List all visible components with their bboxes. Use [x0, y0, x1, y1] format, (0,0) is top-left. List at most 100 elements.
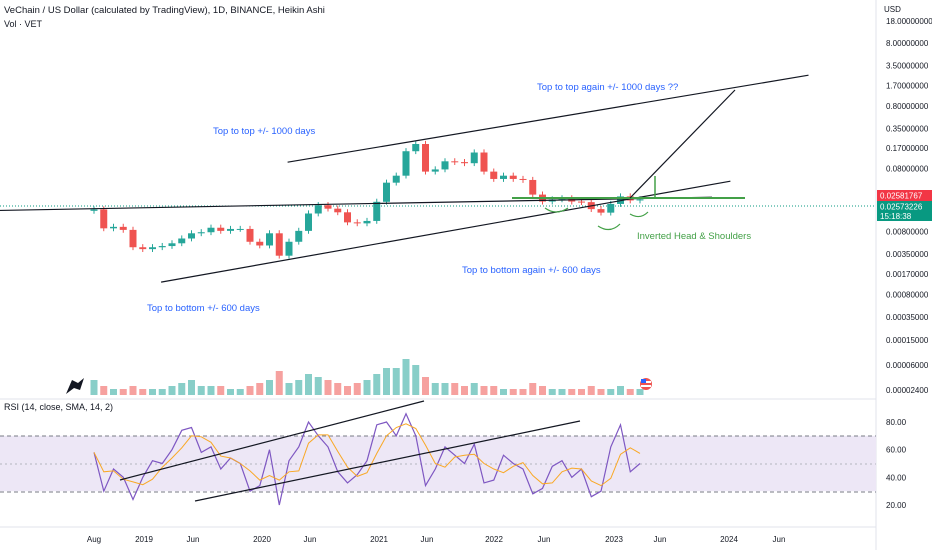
price-tick-label: 0.80000000: [886, 102, 929, 111]
volume-bar: [285, 383, 293, 395]
volume-bar: [587, 386, 595, 395]
candle-body: [217, 227, 225, 231]
price-tick-label: 0.00002400: [886, 386, 929, 395]
rsi-sma-line: [93, 423, 641, 487]
price-tick-label: 3.50000000: [886, 62, 929, 71]
candle-body: [314, 205, 322, 214]
volume-bar: [334, 383, 342, 395]
candle-body: [227, 228, 234, 231]
candle-body: [636, 199, 644, 201]
price-tick-label: 0.17000000: [886, 144, 929, 153]
volume-bar: [168, 386, 176, 395]
candle-body: [236, 228, 244, 230]
candle-body: [334, 208, 342, 213]
volume-bar: [90, 380, 98, 395]
volume-bar: [227, 389, 234, 395]
candle-body: [519, 178, 527, 180]
rsi-tick-label: 40.00: [886, 473, 907, 482]
volume-bar: [100, 386, 108, 395]
candle-body: [90, 209, 98, 211]
time-axis-ticks: Aug 2019 Jun 2020 Jun 2021 Jun 2022 Jun 2023 Jun 20…: [87, 535, 786, 544]
volume-bar: [441, 383, 449, 395]
volume-bar: [392, 368, 400, 395]
rsi-channel-lower: [194, 420, 581, 502]
volume-bar: [197, 386, 205, 395]
price-tick-label: 8.00000000: [886, 39, 929, 48]
annotation-top-to-top-again: Top to top again +/- 1000 days ??: [537, 82, 678, 93]
volume-bar: [626, 389, 634, 395]
price-tick-label: 0.00035000: [886, 313, 929, 322]
volume-bar: [461, 386, 468, 395]
price-tick-label: 0.00350000: [886, 250, 929, 259]
volume-bar: [305, 374, 312, 395]
candle-body: [149, 247, 156, 250]
time-tick-label: Aug: [87, 535, 101, 544]
volume-label: Vol · VET: [4, 19, 43, 29]
candle-body: [607, 203, 615, 213]
candle-body: [529, 179, 537, 195]
candle-body: [110, 226, 117, 229]
volume-bar: [266, 380, 273, 395]
rsi-label: RSI (14, close, SMA, 14, 2): [4, 402, 113, 412]
volume-bar: [509, 389, 517, 395]
candle-body: [353, 222, 361, 224]
rsi-tick-label: 60.00: [886, 446, 907, 455]
time-tick-label: Jun: [773, 535, 786, 544]
candle-body: [168, 243, 176, 247]
rsi-tick-label: 20.00: [886, 501, 907, 510]
volume-bar: [500, 389, 507, 395]
volume-bar: [324, 380, 332, 395]
time-tick-label: 2021: [370, 535, 388, 544]
price-tick-label: 0.08000000: [886, 165, 929, 174]
trendline: [287, 74, 809, 163]
candle-body: [275, 233, 283, 256]
price-tick-label: 0.00015000: [886, 336, 929, 345]
volume-bar: [207, 386, 215, 395]
volume-bar: [529, 383, 537, 395]
annotation-inverted-hs: Inverted Head & Shoulders: [637, 231, 751, 242]
right-shoulder-arc: [629, 211, 649, 218]
volume-bar: [178, 383, 186, 395]
left-shoulder-arc: [544, 207, 569, 213]
volume-bars: [90, 359, 644, 395]
volume-bar: [597, 389, 605, 395]
tradingview-logo-icon: [66, 378, 84, 394]
candle-body: [431, 169, 439, 172]
annotation-top-to-top: Top to top +/- 1000 days: [213, 126, 315, 137]
current-price-value: 0.02581767: [880, 192, 923, 201]
candle-body: [470, 152, 478, 164]
volume-bar: [246, 386, 254, 395]
price-tick-label: 0.00080000: [886, 290, 929, 299]
volume-bar: [373, 374, 381, 395]
candle-body: [100, 209, 108, 229]
time-tick-label: Jun: [187, 535, 200, 544]
candle-body: [451, 161, 459, 163]
volume-bar: [578, 389, 585, 395]
annotation-top-to-bottom: Top to bottom +/- 600 days: [147, 303, 260, 314]
candle-body: [392, 175, 400, 183]
candle-body: [266, 233, 273, 246]
candle-body: [256, 241, 264, 246]
price-tick-label: 1.70000000: [886, 81, 929, 90]
candle-body: [344, 212, 351, 223]
volume-bar: [217, 386, 225, 395]
volume-bar: [236, 389, 244, 395]
candle-body: [158, 246, 166, 248]
rsi-tick-label: 80.00: [886, 418, 907, 427]
head-arc: [597, 223, 621, 231]
candle-body: [412, 144, 420, 152]
volume-bar: [422, 377, 429, 395]
time-tick-label: 2019: [135, 535, 153, 544]
current-price-badge: [877, 190, 932, 201]
candle-body: [178, 238, 186, 244]
volume-bar: [558, 389, 566, 395]
volume-bar: [617, 386, 624, 395]
time-tick-label: 2023: [605, 535, 623, 544]
time-tick-label: 2024: [720, 535, 738, 544]
candle-body: [578, 201, 585, 203]
volume-bar: [412, 365, 420, 395]
annotation-top-to-bottom-again: Top to bottom again +/- 600 days: [462, 265, 601, 276]
volume-bar: [363, 380, 371, 395]
time-tick-label: 2020: [253, 535, 271, 544]
